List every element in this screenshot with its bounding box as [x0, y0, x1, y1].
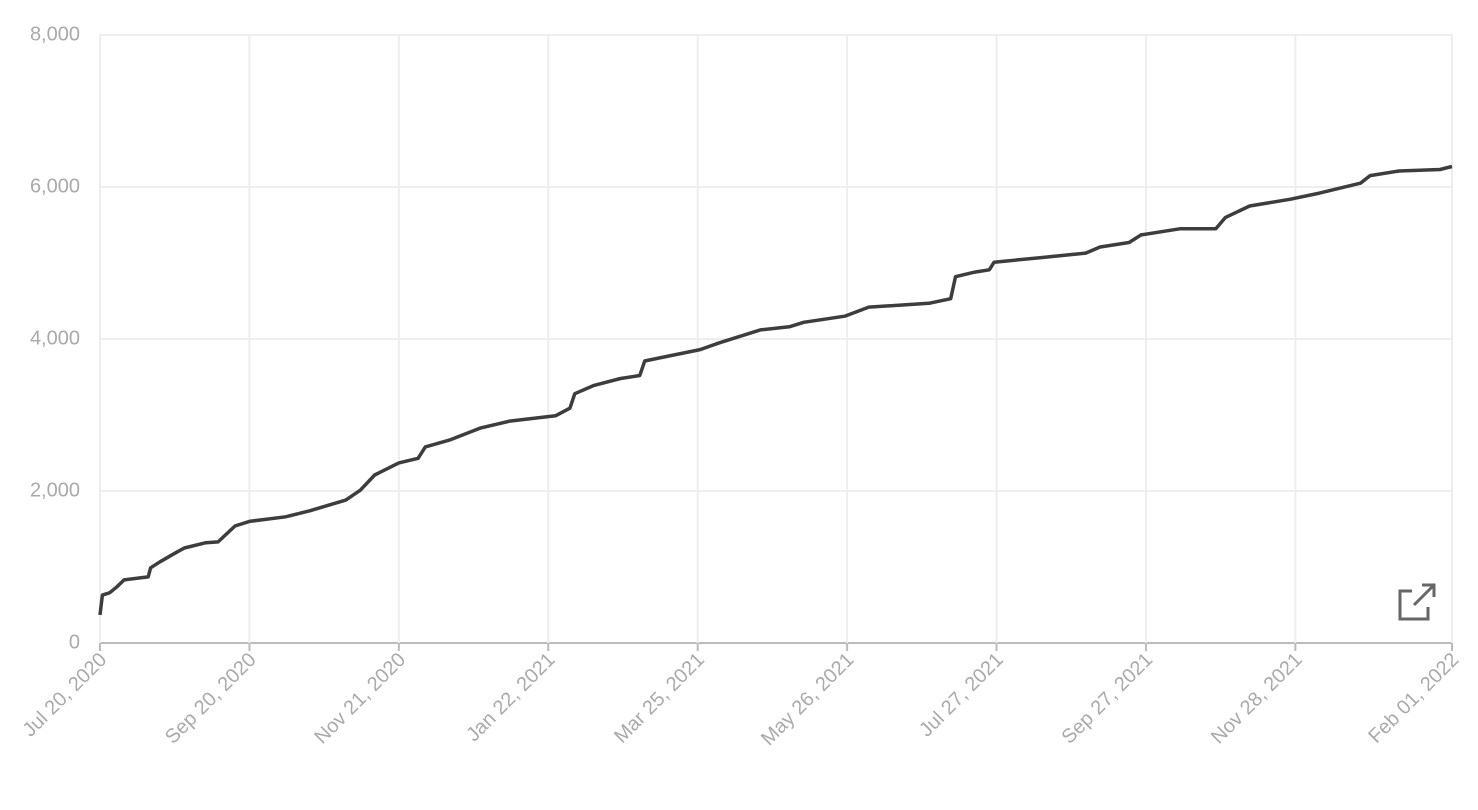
x-tick-label: Nov 28, 2021: [1207, 649, 1307, 749]
x-tick-label: May 26, 2021: [757, 649, 858, 750]
y-tick-label: 2,000: [30, 479, 80, 501]
x-tick-label: Nov 21, 2020: [310, 649, 410, 749]
y-tick-label: 0: [69, 631, 80, 653]
x-tick-label: Mar 25, 2021: [610, 649, 709, 748]
x-tick-label: Sep 20, 2020: [161, 649, 261, 749]
external-link-icon[interactable]: [1398, 583, 1436, 621]
y-tick-label: 8,000: [30, 23, 80, 45]
line: [98, 164, 1453, 616]
x-tick-label: Jan 22, 2021: [462, 649, 559, 746]
x-tick-label: Jul 20, 2020: [19, 649, 112, 742]
y-tick-label: 6,000: [30, 175, 80, 197]
x-tick-label: Jul 27, 2021: [915, 649, 1008, 742]
icon-arrow: [1412, 583, 1436, 607]
x-tick-label: Sep 27, 2021: [1058, 649, 1158, 749]
axes: 0 2,000 4,000 6,000 8,000 Jul 20, 2020 Sep 20,…: [19, 23, 1464, 750]
icon-box: [1398, 589, 1430, 621]
y-tick-label: 4,000: [30, 327, 80, 349]
x-tick-label: Feb 01, 2022: [1364, 649, 1463, 748]
